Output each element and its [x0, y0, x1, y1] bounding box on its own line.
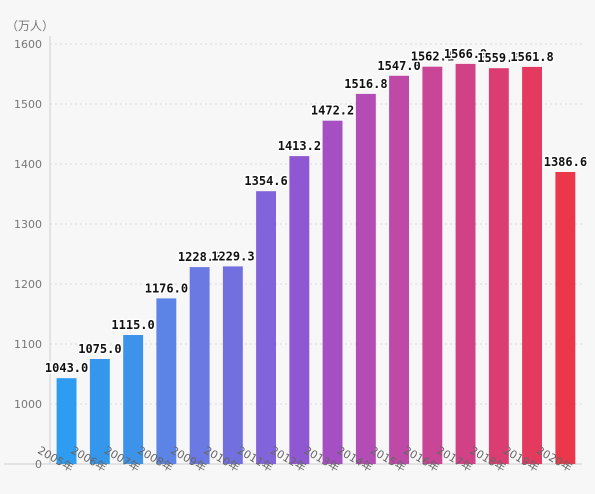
y-tick-label: 1000 [14, 398, 42, 411]
y-tick-label: 1600 [14, 38, 42, 51]
data-label: 1229.3 [211, 249, 254, 263]
data-label: 1516.8 [344, 77, 387, 91]
bar [455, 63, 476, 465]
data-label: 1115.0 [111, 318, 154, 332]
y-tick-label: 1500 [14, 98, 42, 111]
data-label: 1354.6 [244, 174, 287, 188]
data-label: 1562.1 [411, 50, 454, 64]
bar [488, 68, 509, 464]
y-tick-label: 1400 [14, 158, 42, 171]
bar [422, 66, 443, 464]
y-tick-label: 1100 [14, 338, 42, 351]
bar [289, 156, 310, 464]
data-label: 1075.0 [78, 342, 121, 356]
gridlines [50, 43, 582, 405]
bar [389, 75, 409, 465]
bar [522, 66, 542, 465]
data-label: 1228.2 [178, 250, 221, 264]
bar [189, 267, 210, 464]
y-axis-unit-label: （万人） [6, 19, 54, 33]
data-label: 1561.8 [510, 50, 553, 64]
y-axis-ticks: 0 1000 1100 1200 1300 1400 1500 1600 [14, 38, 42, 471]
data-label: 1043.0 [45, 361, 88, 375]
bars [56, 63, 576, 465]
bar [89, 359, 110, 464]
data-label: 1472.2 [311, 104, 354, 118]
data-label: 1566.9 [444, 47, 487, 61]
y-tick-label: 0 [35, 458, 42, 471]
bar [322, 120, 343, 464]
bar [123, 335, 144, 464]
data-label: 1547.0 [377, 59, 420, 73]
bar [256, 191, 276, 464]
data-label: 1413.2 [278, 139, 321, 153]
bar [555, 172, 576, 464]
data-label: 1176.0 [145, 281, 188, 295]
bar [156, 298, 177, 464]
y-tick-label: 1200 [14, 278, 42, 291]
data-label: 1386.6 [544, 155, 587, 169]
data-label: 1559.6 [477, 51, 520, 65]
bar [355, 93, 376, 465]
bar [56, 378, 77, 464]
bar [222, 266, 243, 464]
y-tick-label: 1300 [14, 218, 42, 231]
